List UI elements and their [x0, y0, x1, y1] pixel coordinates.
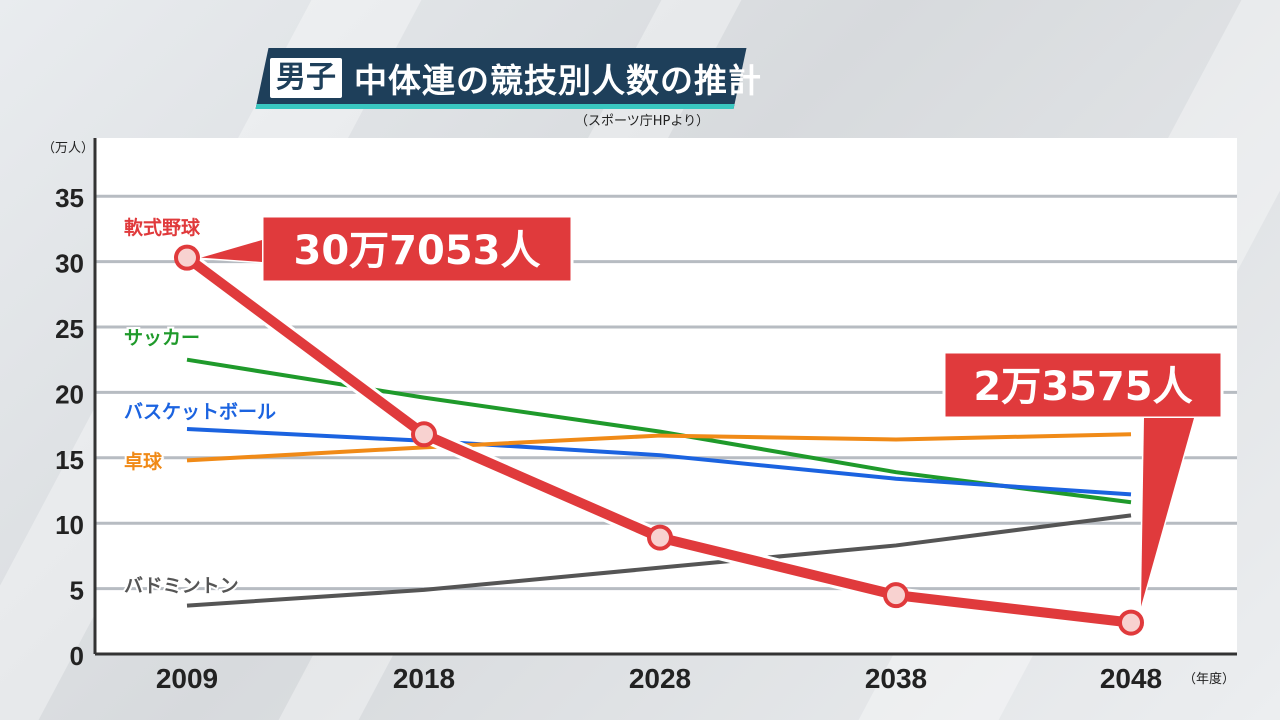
callout-tail-fill — [1141, 418, 1194, 607]
y-tick-label: 20 — [55, 379, 84, 409]
series-line-4 — [186, 513, 1132, 608]
series-label: 卓球 — [124, 450, 163, 473]
x-tick-label: 2018 — [393, 663, 455, 694]
y-tick-label: 15 — [55, 445, 84, 475]
data-point — [1118, 609, 1144, 636]
series-label: サッカー — [124, 327, 200, 349]
y-axis-unit: （万人） — [42, 141, 94, 156]
chart-title: 男子 中体連の競技別人数の推計 — [270, 52, 762, 104]
data-point — [883, 582, 909, 609]
callout-tail-fill — [201, 240, 262, 262]
callout-box — [260, 214, 574, 284]
series-label: 軟式野球 — [124, 216, 201, 239]
y-tick-label: 25 — [55, 314, 84, 344]
series-line-3 — [186, 432, 1132, 463]
y-tick-label: 35 — [55, 183, 84, 213]
data-point — [411, 421, 437, 448]
series-line-2 — [186, 427, 1132, 497]
y-tick-label: 5 — [70, 576, 84, 606]
x-tick-label: 2009 — [156, 663, 218, 694]
callout-text: 30万7053人 — [294, 228, 541, 274]
title-text: 中体連の競技別人数の推計 — [354, 61, 762, 100]
y-tick-label: 30 — [55, 249, 84, 279]
x-tick-label: 2038 — [865, 663, 927, 694]
title-tag: 男子 — [270, 58, 342, 98]
y-tick-label: 10 — [55, 510, 84, 540]
x-tick-label: 2048 — [1100, 663, 1162, 694]
series-label: バドミントン — [124, 575, 239, 597]
callout-text: 2万3575人 — [973, 364, 1192, 410]
y-tick-label: 0 — [70, 641, 84, 671]
x-tick-label: 2028 — [629, 663, 691, 694]
data-point — [647, 524, 673, 551]
x-axis-unit: （年度） — [1183, 671, 1235, 687]
callout-box — [942, 350, 1224, 420]
data-point — [174, 244, 200, 271]
series-label: バスケットボール — [124, 401, 276, 423]
source-note: （スポーツ庁HPより） — [575, 114, 710, 129]
